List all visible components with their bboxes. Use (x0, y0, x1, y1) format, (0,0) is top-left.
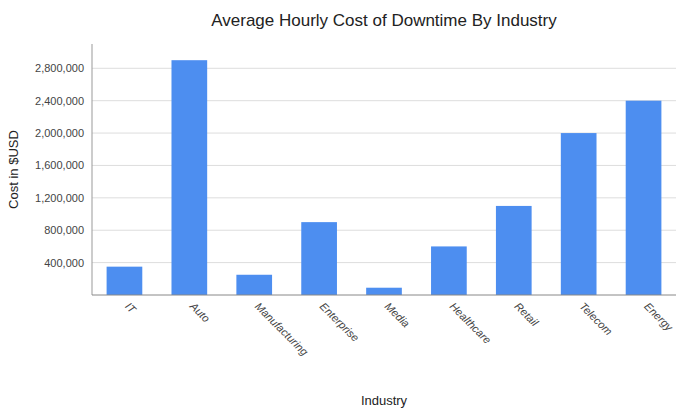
y-tick-label: 1,200,000 (35, 192, 84, 204)
x-tick-label: Retail (512, 300, 541, 329)
bar (366, 288, 402, 295)
chart-svg: Average Hourly Cost of Downtime By Indus… (0, 0, 700, 413)
x-tick-label: Enterprise (318, 300, 362, 344)
x-axis-line (92, 295, 676, 296)
x-tick-label: IT (123, 300, 139, 316)
bar (561, 133, 597, 295)
chart-container: Average Hourly Cost of Downtime By Indus… (0, 0, 700, 413)
x-tick-label: Media (383, 300, 413, 330)
y-axis-label: Cost in $USD (6, 130, 21, 209)
x-axis: IT Auto ManufacturingEnterprise Media Health… (92, 295, 676, 358)
bar (107, 267, 143, 295)
bar (496, 206, 532, 295)
x-tick-label: Telecom (577, 300, 615, 338)
y-axis-line (92, 44, 93, 295)
bar (431, 246, 467, 295)
y-axis: 400,000 800,000 1,200,000 1,600,000 2,000,00… (35, 44, 92, 295)
bar (236, 275, 272, 295)
bar (301, 222, 337, 295)
bar (626, 101, 662, 295)
y-tick-label: 800,000 (44, 224, 84, 236)
bars (107, 60, 662, 295)
x-tick-label: Auto (187, 299, 212, 324)
bar (171, 60, 207, 295)
x-tick-label: Healthcare (447, 300, 493, 346)
y-tick-label: 1,600,000 (35, 159, 84, 171)
y-tick-label: 2,400,000 (35, 95, 84, 107)
x-tick-label: Energy (642, 300, 676, 334)
x-tick-label: Manufacturing (253, 300, 311, 358)
y-tick-label: 2,800,000 (35, 62, 84, 74)
y-tick-label: 400,000 (44, 257, 84, 269)
chart-title: Average Hourly Cost of Downtime By Indus… (211, 11, 557, 30)
x-axis-label: Industry (361, 393, 408, 408)
y-tick-label: 2,000,000 (35, 127, 84, 139)
